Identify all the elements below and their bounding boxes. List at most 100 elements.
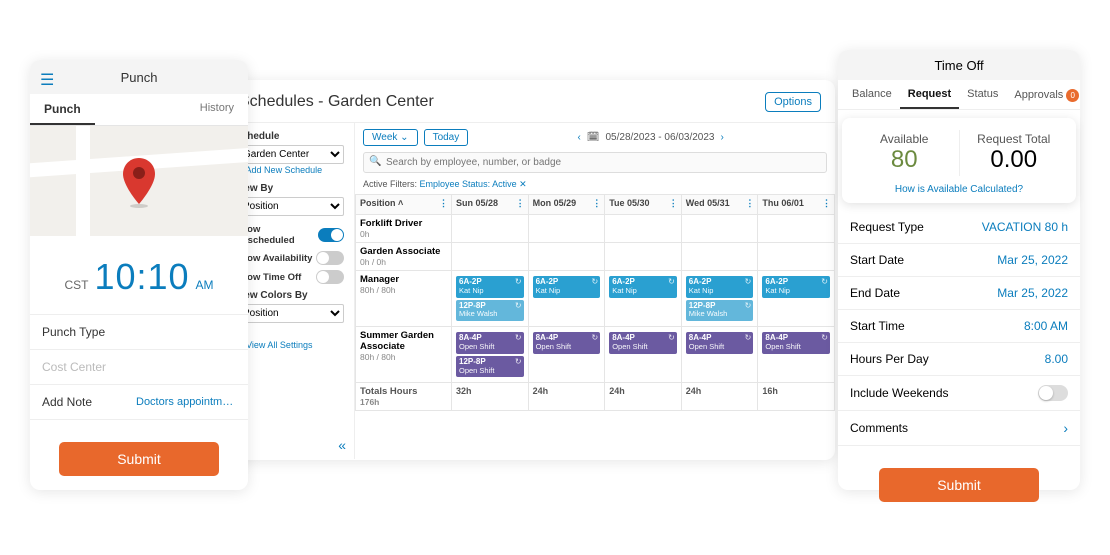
column-menu-icon[interactable]: ⋮ <box>592 198 601 209</box>
next-week-icon[interactable]: › <box>720 132 723 143</box>
row-cost-center[interactable]: Cost Center <box>30 350 248 385</box>
available-value: 80 <box>854 146 955 174</box>
field-start-date[interactable]: Start DateMar 25, 2022 <box>838 244 1080 277</box>
repeat-icon: ↻ <box>515 334 522 343</box>
punch-card: ☰ Punch Punch History CST 10:10 AM Punch… <box>30 60 248 490</box>
show-availability-toggle[interactable] <box>316 251 344 265</box>
repeat-icon: ↻ <box>745 334 752 343</box>
schedule-header: Schedules - Garden Center Options <box>225 80 835 123</box>
repeat-icon: ↻ <box>515 358 522 367</box>
prev-week-icon[interactable]: ‹ <box>577 132 580 143</box>
approvals-badge: 0 <box>1066 89 1079 102</box>
timeoff-title: Time Off <box>934 58 983 73</box>
map-area <box>30 126 248 236</box>
clock: CST 10:10 AM <box>30 246 248 314</box>
today-button[interactable]: Today <box>424 129 469 146</box>
chevron-right-icon: › <box>1063 420 1068 436</box>
field-hours-per-day[interactable]: Hours Per Day8.00 <box>838 343 1080 376</box>
tab-status[interactable]: Status <box>959 80 1006 109</box>
timeoff-card: Time Off Balance Request Status Approval… <box>838 50 1080 490</box>
week-button[interactable]: Week ⌄ <box>363 129 418 146</box>
shift-chip[interactable]: 8A-4POpen Shift↻ <box>762 332 830 354</box>
request-total-value: 0.00 <box>964 146 1065 174</box>
column-menu-icon[interactable]: ⋮ <box>745 198 754 209</box>
column-menu-icon[interactable]: ⋮ <box>822 198 831 209</box>
repeat-icon: ↻ <box>515 278 522 287</box>
shift-chip[interactable]: 6A-2PKat Nip↻ <box>686 276 754 298</box>
schedule-card: Schedules - Garden Center Options Schedu… <box>225 80 835 460</box>
calendar-icon[interactable]: 🗓 <box>587 132 600 143</box>
show-unscheduled-toggle[interactable] <box>318 228 344 242</box>
options-button[interactable]: Options <box>765 92 821 112</box>
shift-chip[interactable]: 6A-2PKat Nip↻ <box>456 276 524 298</box>
shift-chip[interactable]: 8A-4POpen Shift↻ <box>456 332 524 354</box>
schedule-grid: Position ˄⋮ Sun 05/28⋮ Mon 05/29⋮ Tue 05… <box>355 194 835 411</box>
shift-chip[interactable]: 12P-8PMike Walsh↻ <box>456 300 524 322</box>
shift-chip[interactable]: 6A-2PKat Nip↻ <box>533 276 601 298</box>
tab-balance[interactable]: Balance <box>844 80 900 109</box>
location-pin-icon <box>121 158 157 208</box>
menu-icon[interactable]: ☰ <box>40 70 54 90</box>
timeoff-submit-button[interactable]: Submit <box>879 468 1039 502</box>
field-comments[interactable]: Comments› <box>838 411 1080 446</box>
repeat-icon: ↻ <box>745 278 752 287</box>
grid-row-garden: Garden Associate0h / 0h <box>356 243 835 271</box>
viewcolors-label: View Colors By <box>235 290 344 301</box>
repeat-icon: ↻ <box>821 278 828 287</box>
column-menu-icon[interactable]: ⋮ <box>516 198 525 209</box>
how-calculated-link[interactable]: How is Available Calculated? <box>850 184 1068 195</box>
viewby-select[interactable]: Position <box>235 197 344 216</box>
tab-approvals[interactable]: Approvals 0 <box>1006 80 1087 109</box>
search-input[interactable] <box>363 152 827 173</box>
punch-submit-button[interactable]: Submit <box>59 442 219 476</box>
filter-chip[interactable]: Employee Status: Active ✕ <box>420 179 527 189</box>
search-icon: 🔍 <box>369 156 381 167</box>
repeat-icon: ↻ <box>591 334 598 343</box>
row-punch-type[interactable]: Punch Type <box>30 315 248 350</box>
add-schedule-link[interactable]: ⊕Add New Schedule <box>235 164 322 175</box>
summary-panel: Available 80 Request Total 0.00 How is A… <box>842 118 1076 203</box>
available-label: Available <box>854 132 955 146</box>
tab-punch[interactable]: Punch <box>30 94 95 125</box>
repeat-icon: ↻ <box>668 278 675 287</box>
repeat-icon: ↻ <box>591 278 598 287</box>
shift-chip[interactable]: 12P-8POpen Shift↻ <box>456 356 524 378</box>
field-end-date[interactable]: End DateMar 25, 2022 <box>838 277 1080 310</box>
repeat-icon: ↻ <box>745 302 752 311</box>
date-range: 05/28/2023 - 06/03/2023 <box>605 132 714 143</box>
sort-icon[interactable]: ˄ <box>398 198 403 208</box>
grid-row-summer: Summer Garden Associate80h / 80h 8A-4POp… <box>356 327 835 383</box>
collapse-sidebar-icon[interactable]: « <box>338 437 346 453</box>
tab-history[interactable]: History <box>186 94 248 125</box>
punch-title: Punch <box>121 70 158 85</box>
shift-chip[interactable]: 8A-4POpen Shift↻ <box>533 332 601 354</box>
shift-chip[interactable]: 6A-2PKat Nip↻ <box>609 276 677 298</box>
viewcolors-select[interactable]: Position <box>235 304 344 323</box>
grid-row-forklift: Forklift Driver0h <box>356 215 835 243</box>
include-weekends-toggle[interactable] <box>1038 385 1068 401</box>
column-menu-icon[interactable]: ⋮ <box>669 198 678 209</box>
grid-row-totals: Totals Hours176h 32h 24h 24h 24h 16h <box>356 383 835 411</box>
shift-chip[interactable]: 8A-4POpen Shift↻ <box>686 332 754 354</box>
schedule-select[interactable]: Garden Center <box>235 145 344 164</box>
shift-chip[interactable]: 8A-4POpen Shift↻ <box>609 332 677 354</box>
schedule-select-label: Schedule <box>235 131 344 142</box>
column-menu-icon[interactable]: ⋮ <box>439 198 448 209</box>
viewby-label: View By <box>235 183 344 194</box>
tab-request[interactable]: Request <box>900 80 959 109</box>
shift-chip[interactable]: 12P-8PMike Walsh↻ <box>686 300 754 322</box>
shift-chip[interactable]: 6A-2PKat Nip↻ <box>762 276 830 298</box>
grid-row-manager: Manager80h / 80h 6A-2PKat Nip↻ 12P-8PMik… <box>356 271 835 327</box>
request-total-label: Request Total <box>964 132 1065 146</box>
chevron-down-icon: ⌄ <box>400 132 408 143</box>
show-timeoff-toggle[interactable] <box>316 270 344 284</box>
grid-header-row: Position ˄⋮ Sun 05/28⋮ Mon 05/29⋮ Tue 05… <box>356 195 835 215</box>
repeat-icon: ↻ <box>821 334 828 343</box>
field-request-type[interactable]: Request TypeVACATION 80 h <box>838 211 1080 244</box>
punch-header: ☰ Punch <box>30 60 248 94</box>
timezone-label: CST <box>64 278 88 292</box>
row-add-note[interactable]: Add NoteDoctors appointment <box>30 385 248 420</box>
field-start-time[interactable]: Start Time8:00 AM <box>838 310 1080 343</box>
repeat-icon: ↻ <box>668 334 675 343</box>
active-filters: Active Filters: Employee Status: Active … <box>355 177 835 194</box>
